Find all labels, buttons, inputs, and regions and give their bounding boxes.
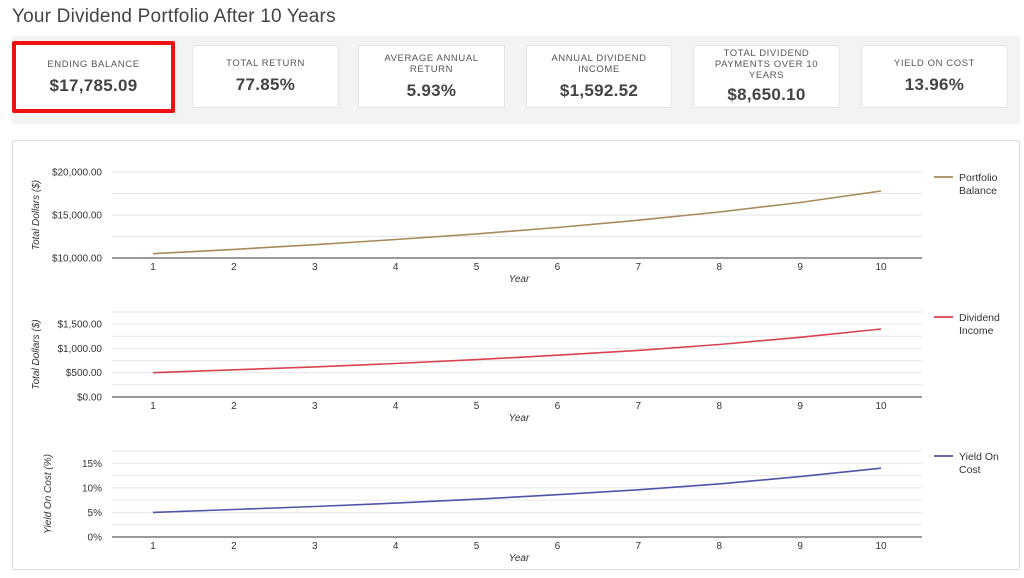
x-tick-label: 8: [716, 262, 722, 273]
x-tick-label: 4: [393, 262, 399, 273]
x-tick-label: 3: [312, 541, 318, 552]
y-tick-label: $1,500.00: [58, 320, 103, 331]
x-tick-label: 1: [150, 262, 156, 273]
legend-label: Portfolio Balance: [959, 172, 998, 197]
stat-label: YIELD ON COST: [893, 58, 976, 69]
y-tick-label: 5%: [88, 508, 103, 519]
x-tick-label: 6: [555, 541, 561, 552]
stat-average-annual-return: AVERAGE ANNUAL RETURN 5.93%: [358, 45, 505, 108]
x-tick-label: 10: [875, 401, 887, 412]
stat-ending-balance: ENDING BALANCE $17,785.09: [12, 41, 175, 113]
x-tick-label: 1: [150, 401, 156, 412]
y-tick-label: $10,000.00: [52, 254, 102, 265]
legend-label: Yield On Cost: [959, 451, 999, 476]
stat-value: $17,785.09: [49, 75, 138, 95]
stat-value: $8,650.10: [727, 85, 806, 104]
x-tick-label: 2: [231, 262, 237, 273]
stat-value: 5.93%: [406, 80, 457, 100]
stat-annual-dividend-income: ANNUAL DIVIDEND INCOME $1,592.52: [526, 45, 672, 108]
x-tick-label: 7: [636, 262, 642, 273]
x-tick-label: 10: [875, 262, 887, 273]
y-tick-label: $20,000.00: [52, 168, 102, 179]
stat-yield-on-cost: YIELD ON COST 13.96%: [861, 45, 1008, 108]
y-tick-label: 10%: [82, 483, 102, 494]
stat-label: TOTAL DIVIDEND PAYMENTS OVER 10 YEARS: [714, 48, 819, 81]
x-tick-label: 2: [231, 541, 237, 552]
x-axis-title: Year: [509, 274, 530, 285]
x-tick-label: 6: [555, 262, 561, 273]
x-axis-title: Year: [509, 553, 530, 564]
x-tick-label: 4: [393, 401, 399, 412]
y-tick-label: $15,000.00: [52, 211, 102, 222]
page-title: Your Dividend Portfolio After 10 Years: [12, 6, 336, 27]
stat-value: 77.85%: [235, 75, 296, 94]
charts-panel: $10,000.00 $15,000.00 $20,000.00 1 2 3 4 5 6 7 8 9 1…: [12, 140, 1020, 570]
x-tick-label: 7: [636, 541, 642, 552]
y-tick-label: $500.00: [66, 368, 103, 379]
y-tick-label: $0.00: [77, 393, 102, 404]
x-tick-label: 9: [797, 262, 803, 273]
x-tick-label: 9: [797, 401, 803, 412]
summary-stats-band: ENDING BALANCE $17,785.09 TOTAL RETURN 7…: [12, 36, 1020, 124]
x-tick-label: 10: [875, 541, 887, 552]
stat-label: TOTAL RETURN: [226, 58, 305, 69]
x-tick-label: 1: [150, 541, 156, 552]
y-axis-title: Total Dollars ($): [31, 180, 42, 250]
x-tick-label: 5: [474, 401, 480, 412]
x-tick-label: 2: [231, 401, 237, 412]
series-line: [152, 328, 882, 374]
y-tick-label: 15%: [82, 459, 102, 470]
stat-value: $1,592.52: [559, 80, 639, 100]
charts-svg: $10,000.00 $15,000.00 $20,000.00 1 2 3 4 5 6 7 8 9 1…: [31, 168, 1000, 565]
legend-label: Dividend Income: [959, 312, 1000, 337]
x-tick-label: 3: [312, 401, 318, 412]
x-tick-label: 8: [716, 541, 722, 552]
y-axis-title: Yield On Cost (%): [43, 454, 54, 534]
x-tick-label: 5: [474, 262, 480, 273]
x-tick-label: 3: [312, 262, 318, 273]
x-axis-title: Year: [509, 413, 530, 424]
series-line: [152, 467, 882, 514]
stat-value: 13.96%: [904, 75, 965, 94]
x-tick-label: 7: [636, 401, 642, 412]
stat-label: AVERAGE ANNUAL RETURN: [384, 52, 479, 75]
stat-label: ENDING BALANCE: [47, 58, 140, 70]
series-line: [152, 190, 882, 255]
stat-total-return: TOTAL RETURN 77.85%: [192, 45, 339, 108]
x-tick-label: 8: [716, 401, 722, 412]
stat-total-dividend-payments: TOTAL DIVIDEND PAYMENTS OVER 10 YEARS $8…: [693, 45, 840, 108]
y-axis-title: Total Dollars ($): [31, 319, 42, 389]
stat-label: ANNUAL DIVIDEND INCOME: [551, 52, 647, 75]
x-tick-label: 6: [555, 401, 561, 412]
x-tick-label: 9: [797, 541, 803, 552]
x-tick-label: 5: [474, 541, 480, 552]
y-tick-label: 0%: [88, 533, 103, 544]
y-tick-label: $1,000.00: [58, 344, 103, 355]
x-tick-label: 4: [393, 541, 399, 552]
